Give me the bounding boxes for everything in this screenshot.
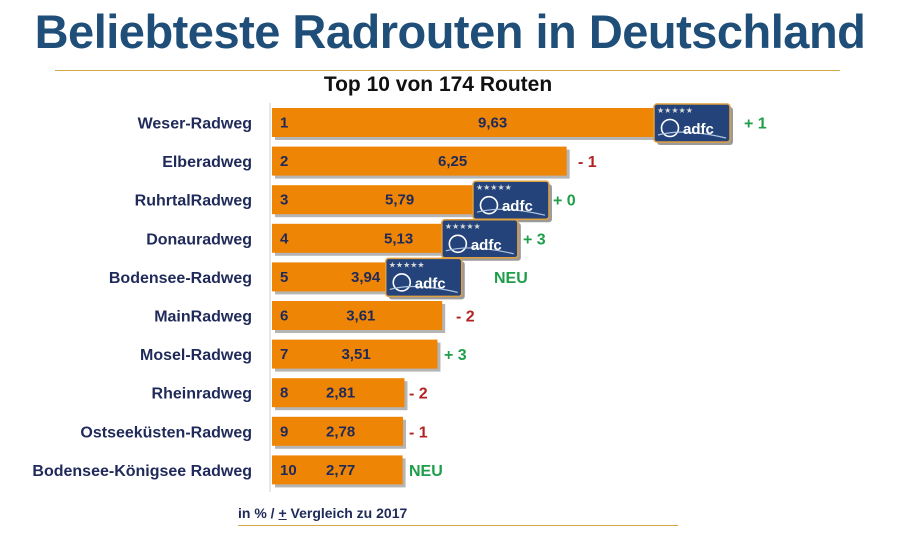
badge-swoosh	[657, 131, 727, 139]
category-label: Rheinradweg	[152, 386, 252, 403]
rank-label: 3	[280, 192, 288, 209]
badge-label: adfc	[502, 198, 533, 215]
data-label: 5,13	[384, 230, 413, 247]
badge-label: adfc	[415, 275, 446, 292]
star-rating-icon: ★★★★★	[476, 183, 512, 192]
bar	[272, 339, 438, 369]
data-label: 3,51	[341, 346, 370, 363]
rank-label: 5	[280, 269, 288, 286]
category-label: Bodensee-Königsee Radweg	[32, 463, 252, 480]
category-label: Ostseeküsten-Radweg	[80, 424, 252, 441]
footnote-suffix: Vergleich zu 2017	[286, 505, 408, 521]
change-label: - 1	[578, 154, 597, 171]
rank-label: 8	[280, 385, 288, 402]
footnote-prefix: in % /	[238, 505, 279, 521]
badge-swoosh	[476, 208, 546, 216]
footnote-divider	[238, 525, 678, 526]
change-label: - 2	[409, 386, 428, 403]
rank-label: 10	[280, 462, 297, 479]
category-label: Weser-Radweg	[138, 116, 252, 133]
footnote-plusminus: +	[278, 505, 287, 521]
change-label: + 1	[744, 116, 767, 133]
rank-label: 4	[280, 230, 289, 247]
data-label: 5,79	[385, 192, 414, 209]
change-label: + 3	[523, 231, 546, 248]
star-rating-icon: ★★★★★	[657, 106, 693, 115]
badge-ring	[660, 118, 680, 138]
badge-ring	[479, 195, 499, 215]
badge-swoosh	[445, 247, 514, 255]
bar	[272, 146, 567, 176]
change-label: NEU	[494, 270, 528, 287]
change-label: + 0	[553, 193, 576, 210]
chart-title: Beliebteste Radrouten in Deutschland	[34, 5, 866, 58]
data-label: 6,25	[438, 153, 467, 170]
adfc-rating-badge-icon: ★★★★★ adfc	[653, 103, 733, 145]
star-rating-icon: ★★★★★	[389, 260, 425, 269]
badge-ring	[448, 234, 468, 254]
adfc-rating-badge-icon: ★★★★★ adfc	[472, 180, 552, 223]
adfc-rating-badge-icon: ★★★★★ adfc	[441, 219, 521, 261]
change-label: - 1	[409, 424, 428, 441]
rank-label: 6	[280, 308, 288, 325]
category-label: Bodensee-Radweg	[109, 270, 252, 287]
bar	[272, 416, 404, 446]
data-label: 9,63	[478, 115, 507, 132]
category-label: Donauradweg	[146, 231, 252, 248]
data-label: 3,94	[351, 269, 381, 286]
badge-swoosh	[389, 285, 458, 293]
change-label: NEU	[409, 463, 443, 480]
category-label: Elberadweg	[162, 154, 252, 171]
data-label: 2,78	[326, 423, 355, 440]
data-label: 2,77	[326, 462, 355, 479]
data-label: 3,61	[346, 308, 375, 325]
bar	[272, 301, 443, 330]
change-label: - 2	[456, 309, 475, 326]
bar	[272, 378, 405, 408]
adfc-rating-badge-icon: ★★★★★ adfc	[384, 257, 465, 300]
title-divider	[55, 70, 840, 71]
category-label: MainRadweg	[154, 309, 252, 326]
data-label: 2,81	[326, 385, 355, 402]
chart-subtitle: Top 10 von 174 Routen	[323, 73, 553, 96]
rank-label: 2	[280, 153, 288, 170]
rank-label: 7	[280, 346, 288, 363]
category-label: Mosel-Radweg	[140, 347, 252, 364]
badge-label: adfc	[683, 121, 714, 138]
footnote: in % / + Vergleich zu 2017	[238, 505, 407, 521]
star-rating-icon: ★★★★★	[445, 222, 481, 231]
badge-ring	[392, 273, 412, 292]
badge-label: adfc	[471, 237, 502, 254]
bar	[272, 455, 403, 485]
bar	[272, 108, 726, 137]
category-label: RuhrtalRadweg	[135, 193, 252, 210]
rank-label: 9	[280, 423, 288, 440]
change-label: + 3	[444, 347, 467, 364]
rank-label: 1	[280, 115, 288, 132]
